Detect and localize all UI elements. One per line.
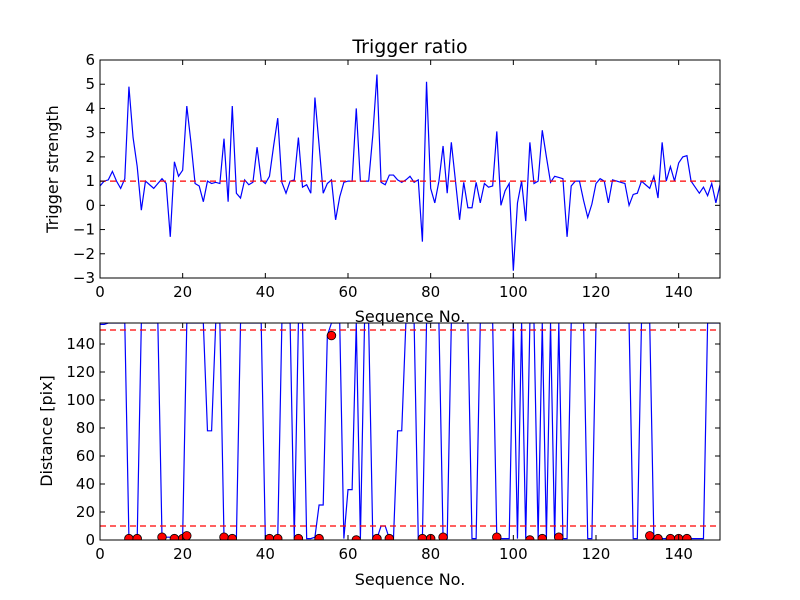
bottom-marker-point [525, 535, 535, 540]
bottom-marker-point [645, 531, 655, 540]
bottom-y-tick-label: 100 [66, 391, 95, 409]
bottom-x-tick-label: 100 [499, 545, 528, 563]
bottom-y-tick-label: 120 [66, 363, 95, 381]
top-y-tick-label: −3 [73, 269, 95, 287]
bottom-marker-point [293, 533, 304, 540]
bottom-marker-point [314, 533, 324, 540]
bottom-marker-point [384, 533, 395, 540]
top-x-tick-label: 80 [421, 283, 440, 301]
top-x-tick-label: 0 [95, 283, 105, 301]
bottom-y-tick-label: 0 [85, 531, 95, 549]
bottom-x-tick-label: 40 [256, 545, 275, 563]
bottom-marker-point [132, 533, 142, 540]
bottom-marker-point [438, 532, 448, 540]
bottom-x-tick-label: 120 [582, 545, 611, 563]
top-y-axis-label: Trigger strength [43, 105, 62, 234]
top-x-tick-label: 120 [582, 283, 611, 301]
bottom-marker-point [537, 533, 547, 540]
top-x-tick-label: 100 [499, 283, 528, 301]
top-x-tick-label: 20 [173, 283, 192, 301]
top-x-tick-label: 40 [256, 283, 275, 301]
top-y-tick-label: 5 [85, 75, 95, 93]
bottom-y-tick-label: 20 [76, 503, 95, 521]
bottom-marker-point [554, 532, 564, 540]
bottom-marker-point [273, 533, 283, 540]
bottom-marker-point [326, 330, 337, 341]
bottom-y-tick-label: 40 [76, 475, 95, 493]
chart-title: Trigger ratio [351, 36, 467, 58]
bottom-marker-point [653, 533, 663, 540]
bottom-clipped [100, 323, 720, 540]
bottom-y-tick-label: 80 [76, 419, 95, 437]
bottom-x-axis-label: Sequence No. [355, 570, 466, 589]
bottom-marker-point [492, 532, 502, 540]
top-y-tick-label: −1 [73, 221, 95, 239]
bottom-marker-point [182, 531, 192, 540]
top-axes-frame [99, 59, 721, 279]
bottom-x-tick-label: 80 [421, 545, 440, 563]
top-y-tick-label: 1 [85, 172, 95, 190]
bottom-plot-area: 0 20 40 60 80 100 120 140 0 20 40 60 80 100 120 140 [66, 322, 721, 563]
top-x-tick-label: 60 [338, 283, 357, 301]
bottom-marker-point [372, 533, 382, 540]
top-x-tick-label: 140 [664, 283, 693, 301]
top-clipped [100, 74, 720, 271]
top-y-tick-label: −2 [73, 245, 95, 263]
top-y-tick-label: 2 [85, 148, 95, 166]
top-series-line [100, 74, 720, 271]
bottom-x-tick-label: 0 [95, 545, 105, 563]
top-y-tick-label: 3 [85, 124, 95, 142]
top-chart: Trigger ratio Sequence No. Trigger stren… [43, 36, 721, 326]
bottom-marker-point [157, 532, 167, 540]
top-y-tick-label: 4 [85, 99, 95, 117]
bottom-marker-point [227, 533, 237, 540]
bottom-x-tick-label: 60 [338, 545, 357, 563]
bottom-axes-frame [99, 322, 721, 541]
bottom-chart: Sequence No. Distance [pix] 0 20 40 60 80 100… [37, 322, 721, 589]
top-y-tick-label: 0 [85, 196, 95, 214]
top-x-axis-label: Sequence No. [355, 307, 466, 326]
bottom-y-axis-label: Distance [pix] [37, 375, 56, 487]
bottom-marker-point [351, 535, 361, 540]
top-plot-area: 0 20 40 60 80 100 120 140 −3 −2 −1 0 1 2 3 4 5 6 [73, 51, 721, 301]
bottom-y-tick-label: 140 [66, 335, 95, 353]
bottom-marker-point [682, 533, 692, 540]
bottom-x-tick-label: 140 [664, 545, 693, 563]
bottom-x-tick-label: 20 [173, 545, 192, 563]
top-y-tick-label: 6 [85, 51, 95, 69]
bottom-y-tick-label: 60 [76, 447, 95, 465]
